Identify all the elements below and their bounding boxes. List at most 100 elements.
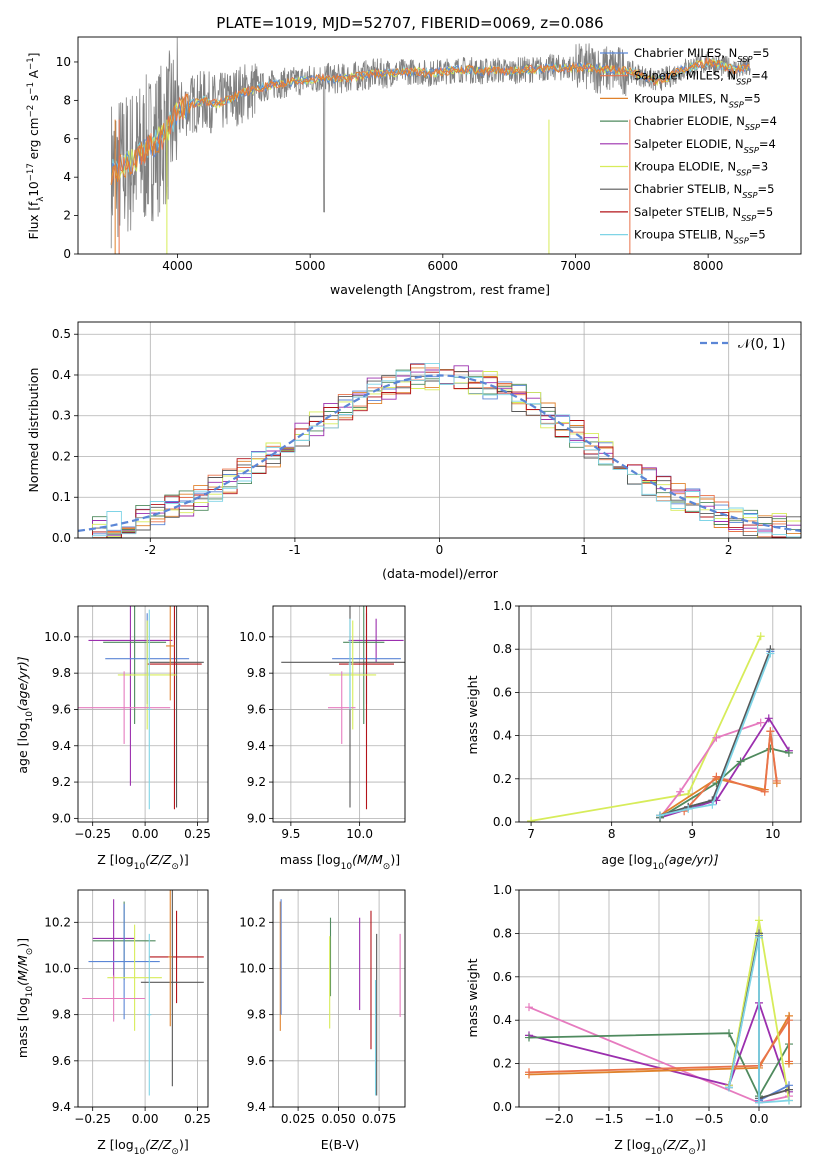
weight-marker [725,1083,733,1092]
x-tick-label: 10 [765,827,780,841]
weight-marker [755,933,763,942]
axes-frame [272,605,406,823]
weight-marker [684,805,693,814]
x-tick-label: 0 [436,543,444,557]
y-tick-label: 9.8 [52,666,71,680]
y-tick-label: 0.2 [493,772,512,786]
x-tick-label: 6000 [428,259,459,273]
y-tick-label: 9.0 [52,811,71,825]
y-tick-label: 9.6 [247,1054,266,1068]
y-axis-label: mass weight [465,958,480,1037]
model-kroupa-miles [110,57,750,185]
axes-frame [272,889,406,1108]
legend-entry: Salpeter STELIB, NSSP=5 [634,205,773,223]
weight-marker [525,1033,533,1042]
gaussian-curve [78,374,801,532]
y-tick-label: 4 [63,170,71,184]
x-tick-label: 9 [688,827,696,841]
x-tick-label: 0.00 [132,1112,159,1126]
legend-entry: Salpeter ELODIE, NSSP=4 [634,137,776,155]
axes-frame [77,36,802,255]
weight-marker [772,776,781,785]
x-axis-label: Z [log10(Z/Z⊙)] [97,1137,188,1157]
legend-entry: Chabrier ELODIE, NSSP=4 [634,114,777,132]
y-tick-label: 9.6 [52,702,71,716]
plot-area [527,632,793,822]
y-tick-label: 10.0 [44,630,71,644]
weight-line [728,937,790,1104]
x-tick-label: 1 [580,543,588,557]
y-tick-label: 9.6 [247,702,266,716]
plot-area [78,606,204,810]
x-tick-label: 0.0 [749,1112,768,1126]
x-tick-label: -1 [289,543,301,557]
x-axis-label: E(B-V) [321,1137,360,1152]
y-tick-label: 9.4 [247,739,266,753]
x-axis-label: wavelength [Angstrom, rest frame] [330,282,550,297]
y-tick-label: 0.4 [493,729,512,743]
y-tick-label: 10.2 [44,915,71,929]
weight-marker [785,1085,793,1094]
weight-line [528,1017,790,1074]
x-axis-label: Z [log10(Z/Z⊙)] [97,852,188,872]
y-tick-label: 0.3 [52,409,71,423]
y-tick-label: 0.4 [52,368,71,382]
weight-marker [712,733,721,742]
y-tick-label: 9.8 [247,1008,266,1022]
x-tick-label: 7000 [560,259,591,273]
y-axis-label: mass [log10(M/M⊙)] [15,938,35,1058]
x-tick-label: 2 [725,543,733,557]
x-tick-label: −1.5 [594,1112,623,1126]
y-tick-label: 0.4 [493,1013,512,1027]
weight-marker [527,816,536,822]
y-axis-label: mass weight [465,675,480,754]
weight-marker [785,1096,793,1105]
x-tick-label: 10.0 [346,827,373,841]
plot-area [279,899,401,1096]
hist-kroupa-stelib [92,362,801,538]
weight-line [659,653,772,817]
axes-age_vs_mass: 9.5 10.0 9.0 9.2 9.4 9.6 9.8 10.0 mass [log10(M/… [239,605,406,872]
weight-marker [766,727,775,736]
y-tick-label: 0.6 [493,970,512,984]
axes-weight_vs_Z: −2.0 −1.5 −1.0 −0.5 0.0 0.0 0.2 0.4 0.6 0.8 1.0 Z [… [465,883,802,1157]
y-tick-label: 9.4 [247,1100,266,1114]
legend-entry: Kroupa MILES, NSSP=5 [634,91,761,109]
weight-marker [760,787,769,796]
x-axis-label: age [log10(age/yr)] [601,852,718,872]
axes-frame [518,889,802,1108]
axes-spectrum: 4000 5000 6000 7000 8000 0 2 4 6 8 10 PLATE=1019, M… [26,14,802,297]
weight-marker [656,811,664,820]
x-tick-label: 9.5 [281,827,300,841]
weight-line [659,747,790,819]
y-tick-label: 9.4 [52,739,71,753]
axes-age_vs_Z: −0.25 0.00 0.25 9.0 9.2 9.4 9.6 9.8 10.0 Z [log10… [15,605,211,872]
legend-entry: Chabrier MILES, NSSP=5 [634,46,769,64]
weight-marker [525,1003,533,1012]
weight-marker [766,649,775,658]
y-axis-label: Normed distribution [26,368,41,493]
weight-line [528,1000,790,1093]
y-tick-label: 0 [63,247,71,261]
y-tick-label: 0.5 [52,327,71,341]
weight-marker [784,748,793,757]
y-tick-label: 10 [56,55,71,69]
legend-entry: Chabrier STELIB, NSSP=5 [634,182,774,200]
x-tick-label: 8000 [693,259,724,273]
y-tick-label: 0.2 [493,1057,512,1071]
x-tick-label: 0.050 [321,1112,355,1126]
x-tick-label: 8 [608,827,616,841]
weight-line [530,635,762,822]
legend-entry: Kroupa ELODIE, NSSP=3 [634,160,768,178]
x-tick-label: −2.0 [544,1112,573,1126]
weight-marker [712,772,721,781]
weight-marker [755,916,763,925]
legend-entry: Salpeter MILES, NSSP=4 [634,69,768,87]
axes-weight_vs_age: 7 8 9 10 0.0 0.2 0.4 0.6 0.8 1.0 age [log10(age/yr… [465,599,802,872]
y-tick-label: 0.2 [52,449,71,463]
y-tick-label: 6 [63,132,71,146]
weight-line [528,1032,790,1099]
y-tick-label: 2 [63,209,71,223]
legend-entry: Kroupa STELIB, NSSP=5 [634,228,766,246]
y-axis-label: age [log10(age/yr)] [15,656,35,773]
